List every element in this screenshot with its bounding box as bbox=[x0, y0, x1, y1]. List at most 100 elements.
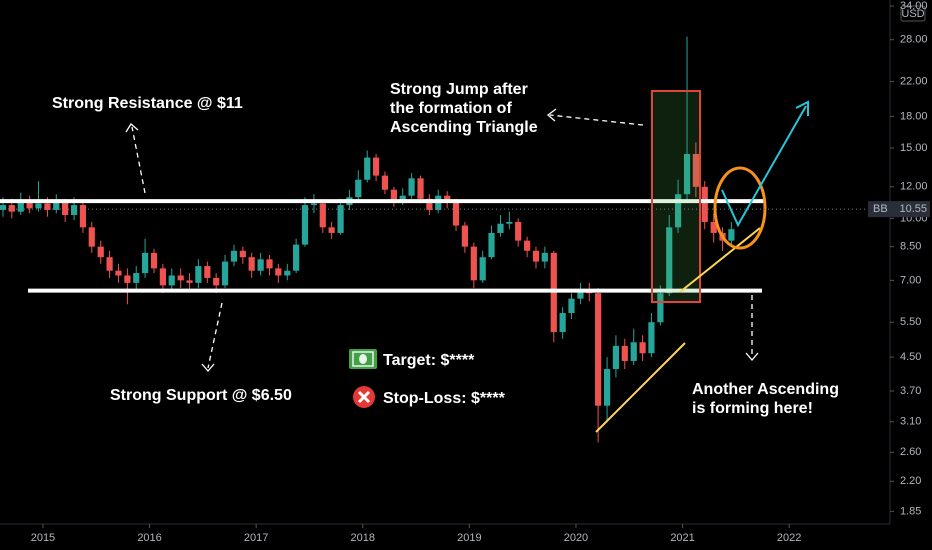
candle-body bbox=[35, 203, 42, 209]
icon-center bbox=[359, 354, 367, 364]
arrow-head bbox=[795, 100, 809, 116]
y-tick-label: 4.50 bbox=[900, 351, 921, 363]
candle-body bbox=[79, 205, 87, 228]
candle-body bbox=[444, 195, 451, 202]
projection-arrow bbox=[721, 105, 807, 228]
dashed-arrow bbox=[131, 126, 146, 194]
y-tick-label: 1.85 bbox=[900, 505, 921, 517]
x-tick-label: 2021 bbox=[670, 532, 694, 544]
candle-body bbox=[97, 246, 104, 258]
candle-body bbox=[53, 201, 60, 210]
annotation: Strong Support @ $6.50 bbox=[110, 387, 292, 404]
candle-body bbox=[159, 268, 166, 286]
money-icon bbox=[349, 349, 377, 369]
candle-body bbox=[532, 250, 540, 262]
candle-body bbox=[506, 221, 513, 224]
candle-body bbox=[612, 345, 620, 370]
x-tick-label: 2017 bbox=[244, 532, 268, 544]
arrow-head bbox=[125, 123, 139, 133]
y-tick-label: 12.00 bbox=[900, 181, 928, 193]
candle-body bbox=[674, 194, 682, 228]
candle-body bbox=[710, 221, 717, 233]
candle-body bbox=[692, 153, 699, 187]
annotation: is forming here! bbox=[692, 400, 813, 417]
candle-body bbox=[452, 201, 460, 226]
candle-body bbox=[568, 298, 575, 314]
y-tick-label: 34.00 bbox=[900, 0, 928, 12]
y-tick-label: 15.00 bbox=[900, 142, 928, 154]
candle-body bbox=[8, 205, 15, 212]
candle-body bbox=[133, 273, 140, 283]
x-tick-label: 2015 bbox=[31, 532, 55, 544]
last-price-symbol: BB bbox=[873, 203, 888, 215]
currency: USD bbox=[901, 8, 924, 20]
trendline bbox=[679, 227, 761, 293]
candle-body bbox=[470, 246, 477, 281]
candle-body bbox=[257, 259, 264, 271]
currency-box bbox=[900, 5, 926, 22]
last-price-tag bbox=[868, 201, 930, 218]
candle-body bbox=[213, 277, 220, 286]
candle-body bbox=[275, 268, 282, 276]
y-tick-label: 5.50 bbox=[900, 316, 921, 328]
candle-body bbox=[364, 157, 371, 180]
candle-body bbox=[630, 342, 637, 361]
y-tick-label: 3.70 bbox=[900, 385, 921, 397]
candle-body bbox=[0, 205, 7, 210]
annotation: Another Ascending bbox=[692, 381, 839, 398]
candle-body bbox=[639, 342, 646, 354]
candle-body bbox=[488, 232, 495, 258]
candle-body bbox=[17, 201, 24, 212]
candle-body bbox=[515, 221, 522, 241]
icon-border bbox=[352, 351, 374, 367]
x-tick-label: 2018 bbox=[351, 532, 375, 544]
candle-body bbox=[648, 322, 655, 354]
candle-body bbox=[657, 293, 664, 323]
y-tick-label: 28.00 bbox=[900, 34, 928, 46]
candle-body bbox=[666, 227, 673, 294]
candle-body bbox=[408, 178, 415, 196]
circle-mark bbox=[713, 166, 767, 250]
annotation: Strong Jump after bbox=[390, 81, 528, 98]
candle-body bbox=[230, 250, 238, 262]
candle-body bbox=[603, 369, 611, 406]
candle-body bbox=[177, 275, 184, 281]
candle-body bbox=[293, 244, 300, 271]
candle-body bbox=[595, 293, 602, 406]
candle-body bbox=[106, 257, 113, 271]
last-price-value: 10.55 bbox=[899, 203, 927, 215]
highlight-box bbox=[651, 90, 701, 303]
x-tick-label: 2022 bbox=[777, 532, 801, 544]
trendline bbox=[595, 342, 686, 433]
candle-body bbox=[141, 252, 149, 274]
axes: 1.852.202.603.103.704.505.507.008.5010.0… bbox=[31, 0, 928, 544]
candle-body bbox=[44, 203, 51, 210]
candle-body bbox=[266, 259, 273, 269]
candle-body bbox=[26, 201, 33, 209]
annotation: Stop-Loss: $**** bbox=[383, 390, 506, 407]
candle-body bbox=[577, 290, 584, 299]
candle-body bbox=[88, 227, 95, 247]
candle-body bbox=[239, 250, 246, 258]
candle-body bbox=[301, 205, 309, 245]
x-tick-label: 2019 bbox=[457, 532, 481, 544]
y-tick-label: 22.00 bbox=[900, 75, 928, 87]
candle-body bbox=[559, 313, 566, 332]
candle-body bbox=[381, 175, 389, 190]
arrow-head bbox=[201, 363, 215, 372]
candle-body bbox=[284, 270, 291, 276]
annotation: Target: $**** bbox=[383, 352, 475, 369]
annotation: Strong Resistance @ $11 bbox=[52, 95, 243, 112]
candle-body bbox=[621, 345, 628, 361]
candle-body bbox=[124, 275, 131, 283]
candle-body bbox=[319, 203, 326, 228]
y-tick-label: 18.00 bbox=[900, 110, 928, 122]
candle-body bbox=[355, 179, 362, 198]
candle-body bbox=[372, 157, 380, 176]
candle-body bbox=[221, 261, 229, 286]
y-tick-label: 2.60 bbox=[900, 446, 921, 458]
candle-body bbox=[310, 203, 318, 206]
